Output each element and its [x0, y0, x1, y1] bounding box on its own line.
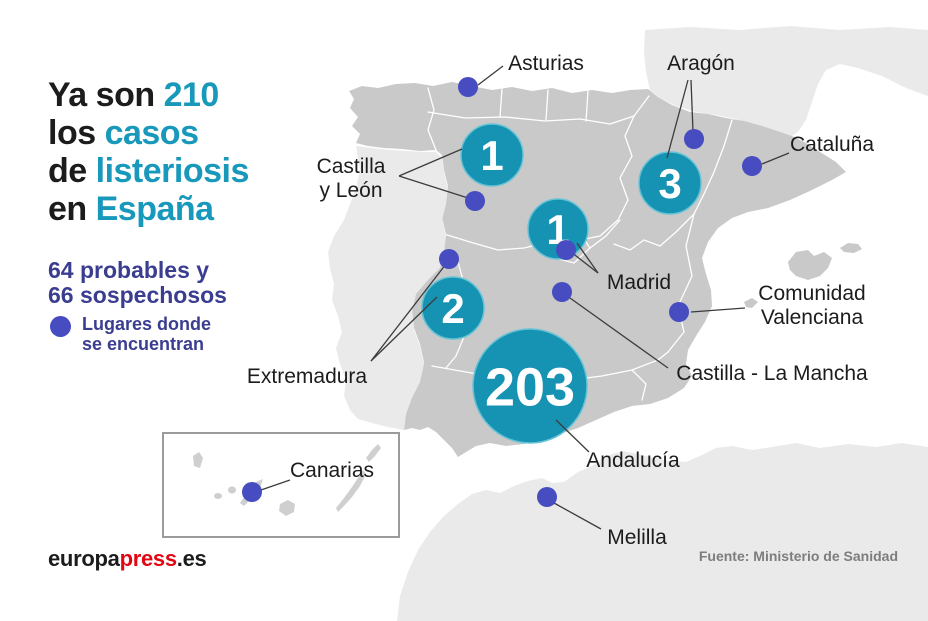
region-label-line: Cataluña [790, 133, 874, 156]
case-count-castilla-y-leon: 1 [480, 132, 503, 179]
location-dot-extremadura [439, 249, 459, 269]
region-label-aragon: Aragón [667, 52, 735, 75]
region-label-castilla-la-mancha: Castilla - La Mancha [676, 362, 868, 385]
region-label-line: Melilla [607, 526, 667, 549]
region-label-madrid: Madrid [607, 271, 671, 294]
headline-text: los [48, 114, 105, 152]
case-count-aragon: 3 [658, 160, 681, 207]
legend-line2: se encuentran [82, 334, 205, 354]
location-dot-melilla [537, 487, 557, 507]
connector-line-andalucia [555, 419, 590, 453]
region-label-cataluna: Cataluña [790, 133, 874, 156]
location-dot-castilla-y-leon [465, 191, 485, 211]
logo-part-press: press [119, 546, 178, 571]
region-label-extremadura: Extremadura [247, 365, 368, 388]
region-label-melilla: Melilla [607, 526, 667, 549]
region-label-line: Castilla [317, 155, 386, 178]
connector-line-aragon [666, 79, 689, 159]
connector-line-castilla-y-leon [398, 148, 463, 177]
headline-accent-text: España [95, 190, 214, 228]
headline-accent-text: casos [104, 114, 199, 152]
africa-landmass [397, 443, 928, 621]
case-count-extremadura: 2 [441, 285, 464, 332]
location-dot-castilla-la-mancha [552, 282, 572, 302]
location-dot-cataluna [742, 156, 762, 176]
connector-line-extremadura [370, 296, 438, 362]
headline-line: los casos [48, 114, 249, 152]
region-label-line: Extremadura [247, 365, 368, 388]
subtitle: 64 probables y 66 sospechosos [48, 258, 227, 308]
case-count-andalucia: 203 [485, 357, 575, 417]
connector-line-madrid [570, 251, 599, 274]
subtitle-line2: 66 sospechosos [48, 282, 227, 308]
europapress-logo: europapress.es [48, 546, 207, 572]
headline-accent-text: 210 [163, 76, 220, 114]
case-circle-extremadura [421, 276, 485, 340]
source-credit: Fuente: Ministerio de Sanidad [698, 548, 898, 564]
region-label-line: Comunidad [758, 282, 865, 305]
region-label-line: Asturias [508, 52, 584, 75]
headline-line: Ya son 210 [48, 76, 249, 114]
connector-line-comunidad-valenciana [690, 307, 746, 313]
case-circle-aragon [638, 151, 702, 215]
legend: Lugares donde se encuentran [50, 314, 211, 354]
region-label-line: y León [319, 179, 382, 202]
headline-line: en España [48, 190, 249, 228]
case-circle-castilla-y-leon [460, 123, 524, 187]
location-dot-aragon [684, 129, 704, 149]
region-label-canarias: Canarias [290, 459, 374, 482]
region-label-line: Andalucía [586, 449, 680, 472]
location-dot-asturias [458, 77, 478, 97]
region-label-castilla-y-leon: Castilla y León [317, 155, 386, 202]
location-dot-comunidad-valenciana [669, 302, 689, 322]
headline: Ya son 210 los casos de listeriosis en Espa… [48, 76, 249, 228]
canarias-inset [162, 432, 400, 538]
region-label-line: Valenciana [761, 306, 864, 329]
subtitle-line1: 64 probables y [48, 257, 210, 283]
connector-line-cataluna [761, 152, 790, 165]
region-label-andalucia: Andalucía [586, 449, 680, 472]
location-dot-canarias [242, 482, 262, 502]
connector-line-extremadura [370, 263, 447, 362]
canarias-inset-box [162, 432, 400, 538]
region-label-line: Aragón [667, 52, 735, 75]
region-label-line: Castilla - La Mancha [676, 362, 868, 385]
france-landmass [644, 26, 928, 136]
legend-line1: Lugares donde [82, 314, 212, 334]
canary-islands [193, 444, 381, 516]
connector-line-asturias [477, 65, 504, 86]
connector-line-castilla-la-mancha [569, 297, 669, 369]
logo-part-europa: europa [48, 546, 120, 571]
headline-text: en [48, 190, 96, 228]
region-label-line: Madrid [607, 271, 671, 294]
region-label-comunidad-valenciana: Comunidad Valenciana [758, 282, 865, 329]
case-circle-andalucia [472, 328, 588, 444]
connector-line-madrid [576, 242, 599, 274]
connector-line-melilla [553, 502, 602, 530]
headline-text: de [48, 152, 96, 190]
connector-line-canarias [260, 479, 291, 491]
balearic-islands [744, 243, 862, 308]
legend-text: Lugares donde se encuentran [82, 314, 211, 354]
headline-text: Ya son [48, 76, 164, 114]
headline-accent-text: listeriosis [95, 152, 250, 190]
logo-part-es: .es [176, 546, 207, 571]
legend-dot-icon [50, 316, 71, 337]
connector-line-aragon [690, 79, 694, 133]
portugal-landmass [328, 146, 448, 430]
region-label-asturias: Asturias [508, 52, 584, 75]
location-dot-madrid [556, 240, 576, 260]
region-label-line: Canarias [290, 459, 374, 482]
headline-line: de listeriosis [48, 152, 249, 190]
connector-line-castilla-y-leon [398, 175, 469, 199]
